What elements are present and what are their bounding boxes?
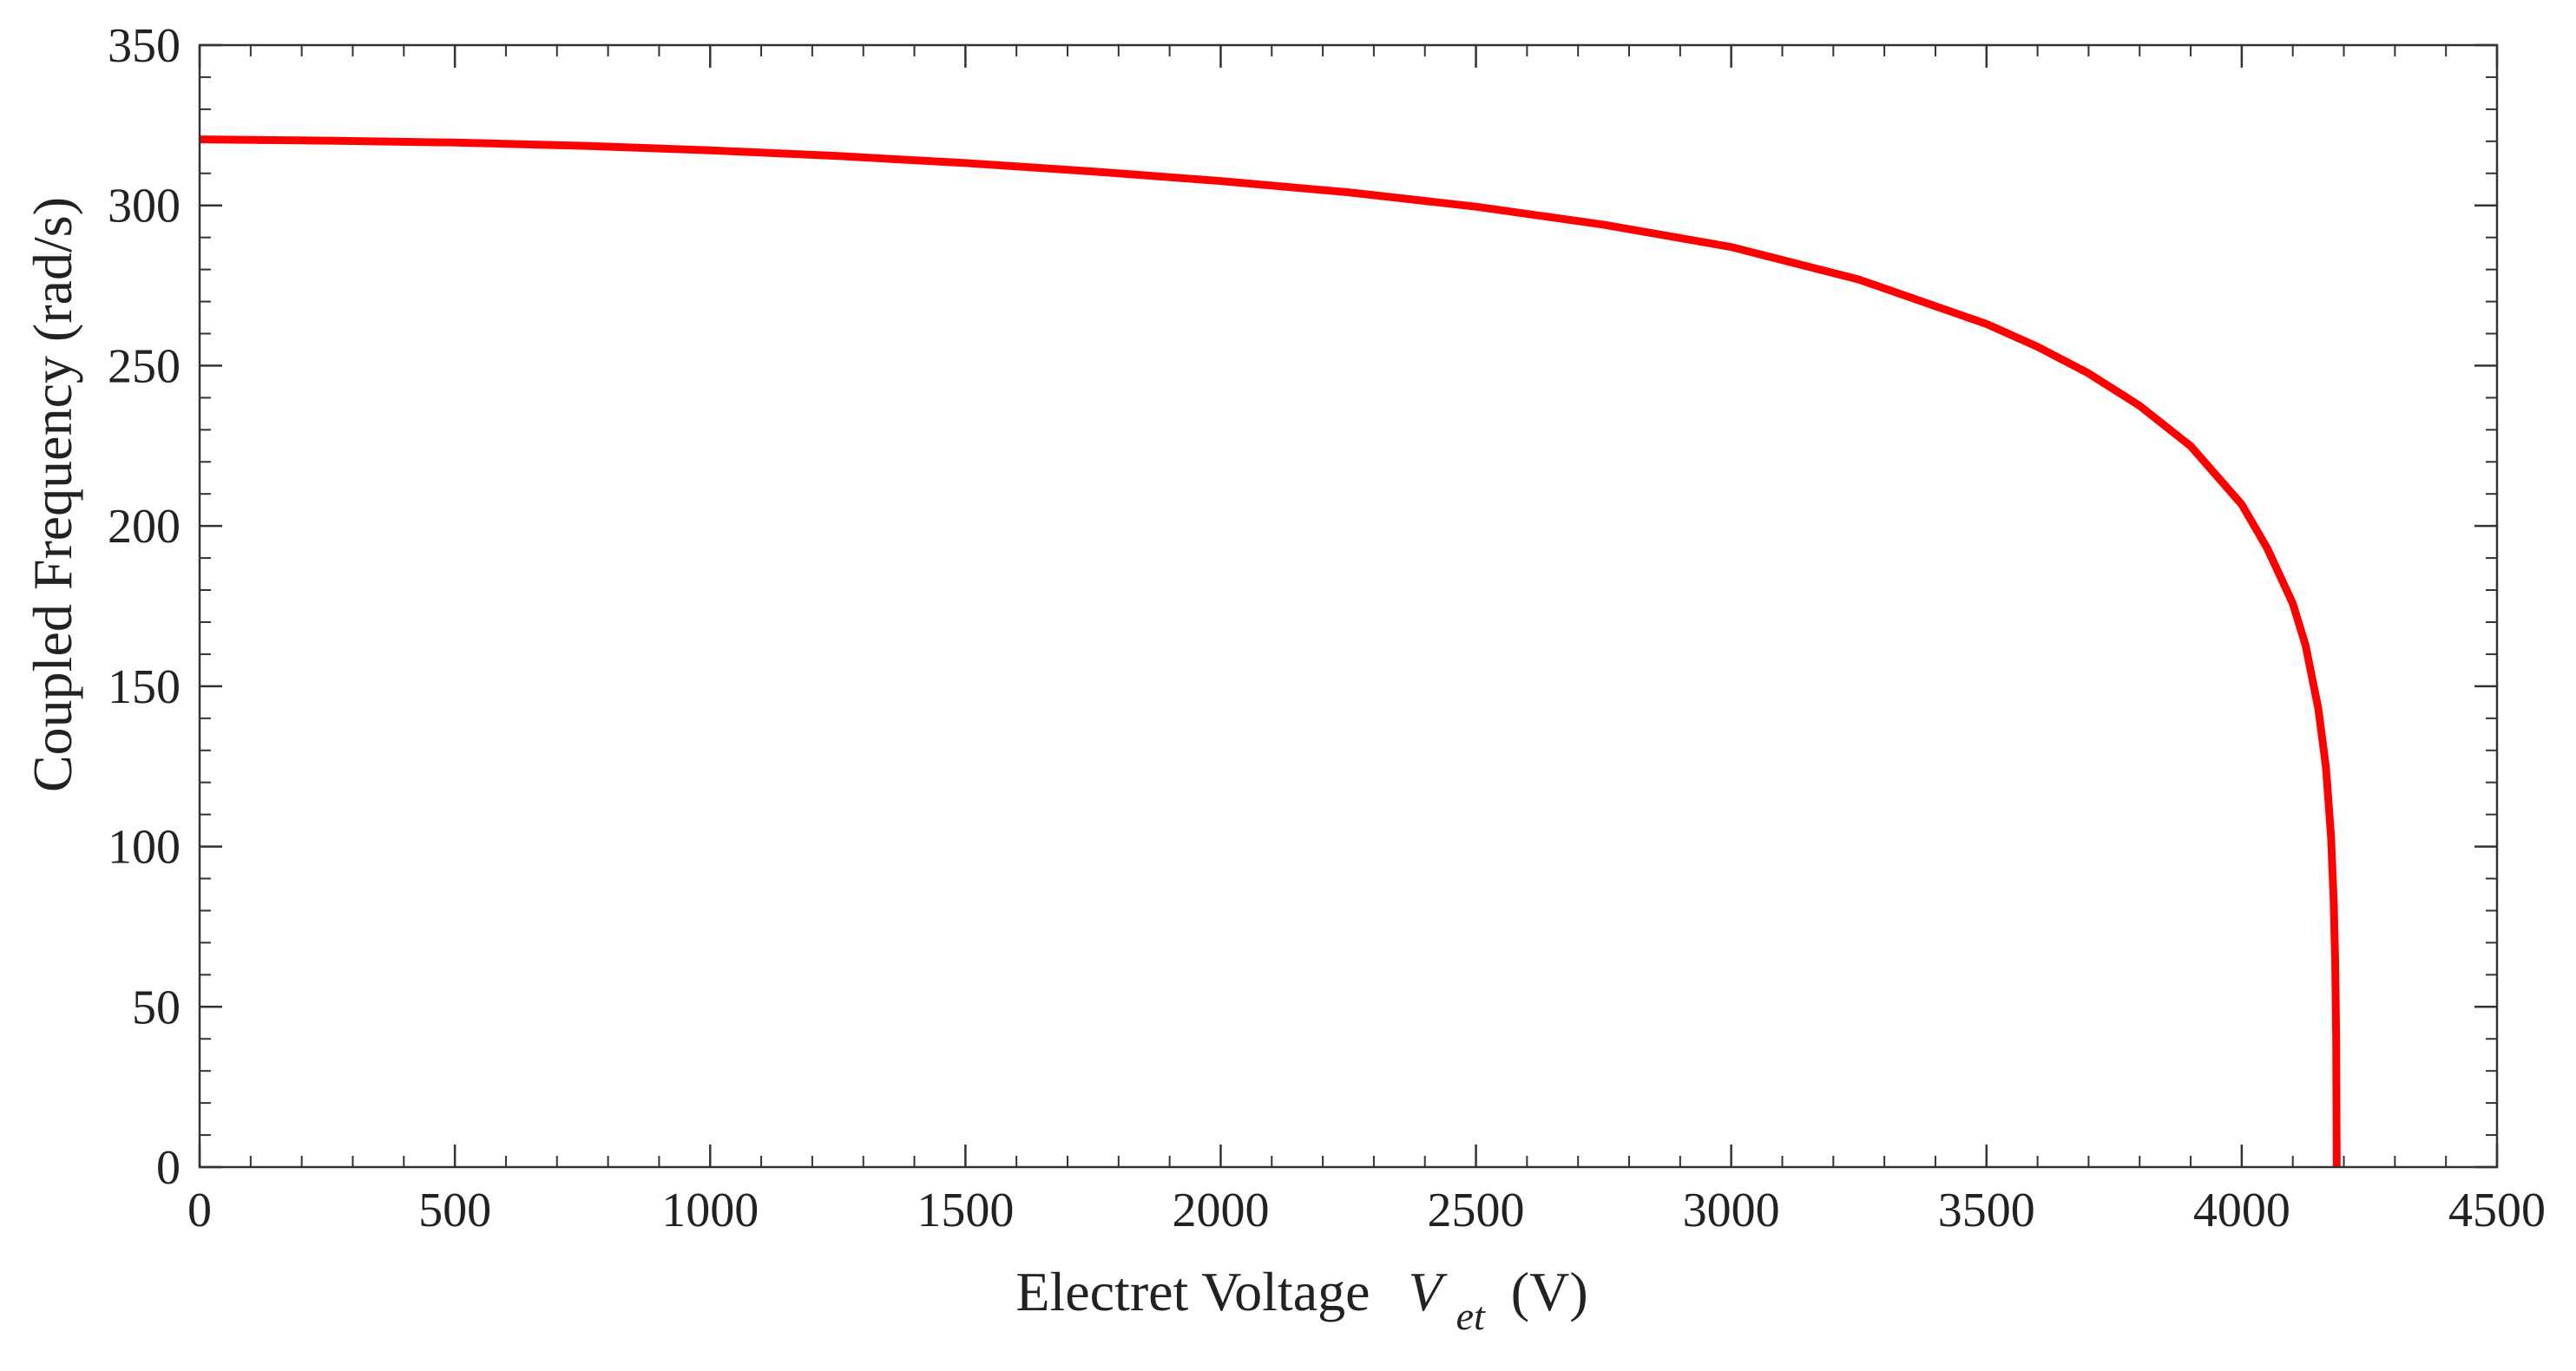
x-axis-title-label: Electret Voltage: [1015, 1261, 1370, 1322]
x-tick-label: 1500: [917, 1184, 1014, 1237]
y-tick-label: 150: [108, 660, 181, 714]
series-layer: [199, 135, 2341, 1168]
x-axis-title: Electret Voltage V et (V): [1015, 1261, 1587, 1341]
x-tick-label: 2000: [1172, 1184, 1269, 1237]
x-tick-label: 500: [418, 1184, 491, 1237]
y-tick-label: 0: [156, 1141, 181, 1195]
y-tick-label: 250: [108, 339, 181, 393]
x-axis-title-symbol: V: [1409, 1261, 1449, 1322]
x-tick-label: 2500: [1428, 1184, 1525, 1237]
series-line-coupled-frequency: [199, 135, 2341, 1168]
y-axis-title: Coupled Frequency (rad/s): [22, 197, 83, 792]
x-axis-title-subscript: et: [1456, 1294, 1486, 1338]
x-tick-labels: 0 500 1000 1500 2000 2500 3000 3500 4000 4500: [187, 1184, 2546, 1237]
x-tick-label: 3500: [1938, 1184, 2035, 1237]
x-axis-title-unit: (V): [1511, 1261, 1588, 1322]
x-tick-label: 4500: [2448, 1184, 2546, 1237]
y-tick-label: 300: [108, 180, 181, 233]
y-tick-label: 50: [132, 981, 181, 1034]
x-tick-label: 4000: [2193, 1184, 2290, 1237]
x-tick-label: 3000: [1683, 1184, 1780, 1237]
y-tick-label: 350: [108, 19, 181, 73]
y-tick-labels: 0 50 100 150 200 250 300 350: [108, 19, 181, 1195]
x-tick-label: 0: [187, 1184, 212, 1237]
y-tick-label: 200: [108, 500, 181, 554]
x-tick-label: 1000: [661, 1184, 759, 1237]
y-tick-label: 100: [108, 821, 181, 875]
plot-frame: [198, 43, 2499, 1169]
minor-ticks: [200, 45, 2497, 1167]
